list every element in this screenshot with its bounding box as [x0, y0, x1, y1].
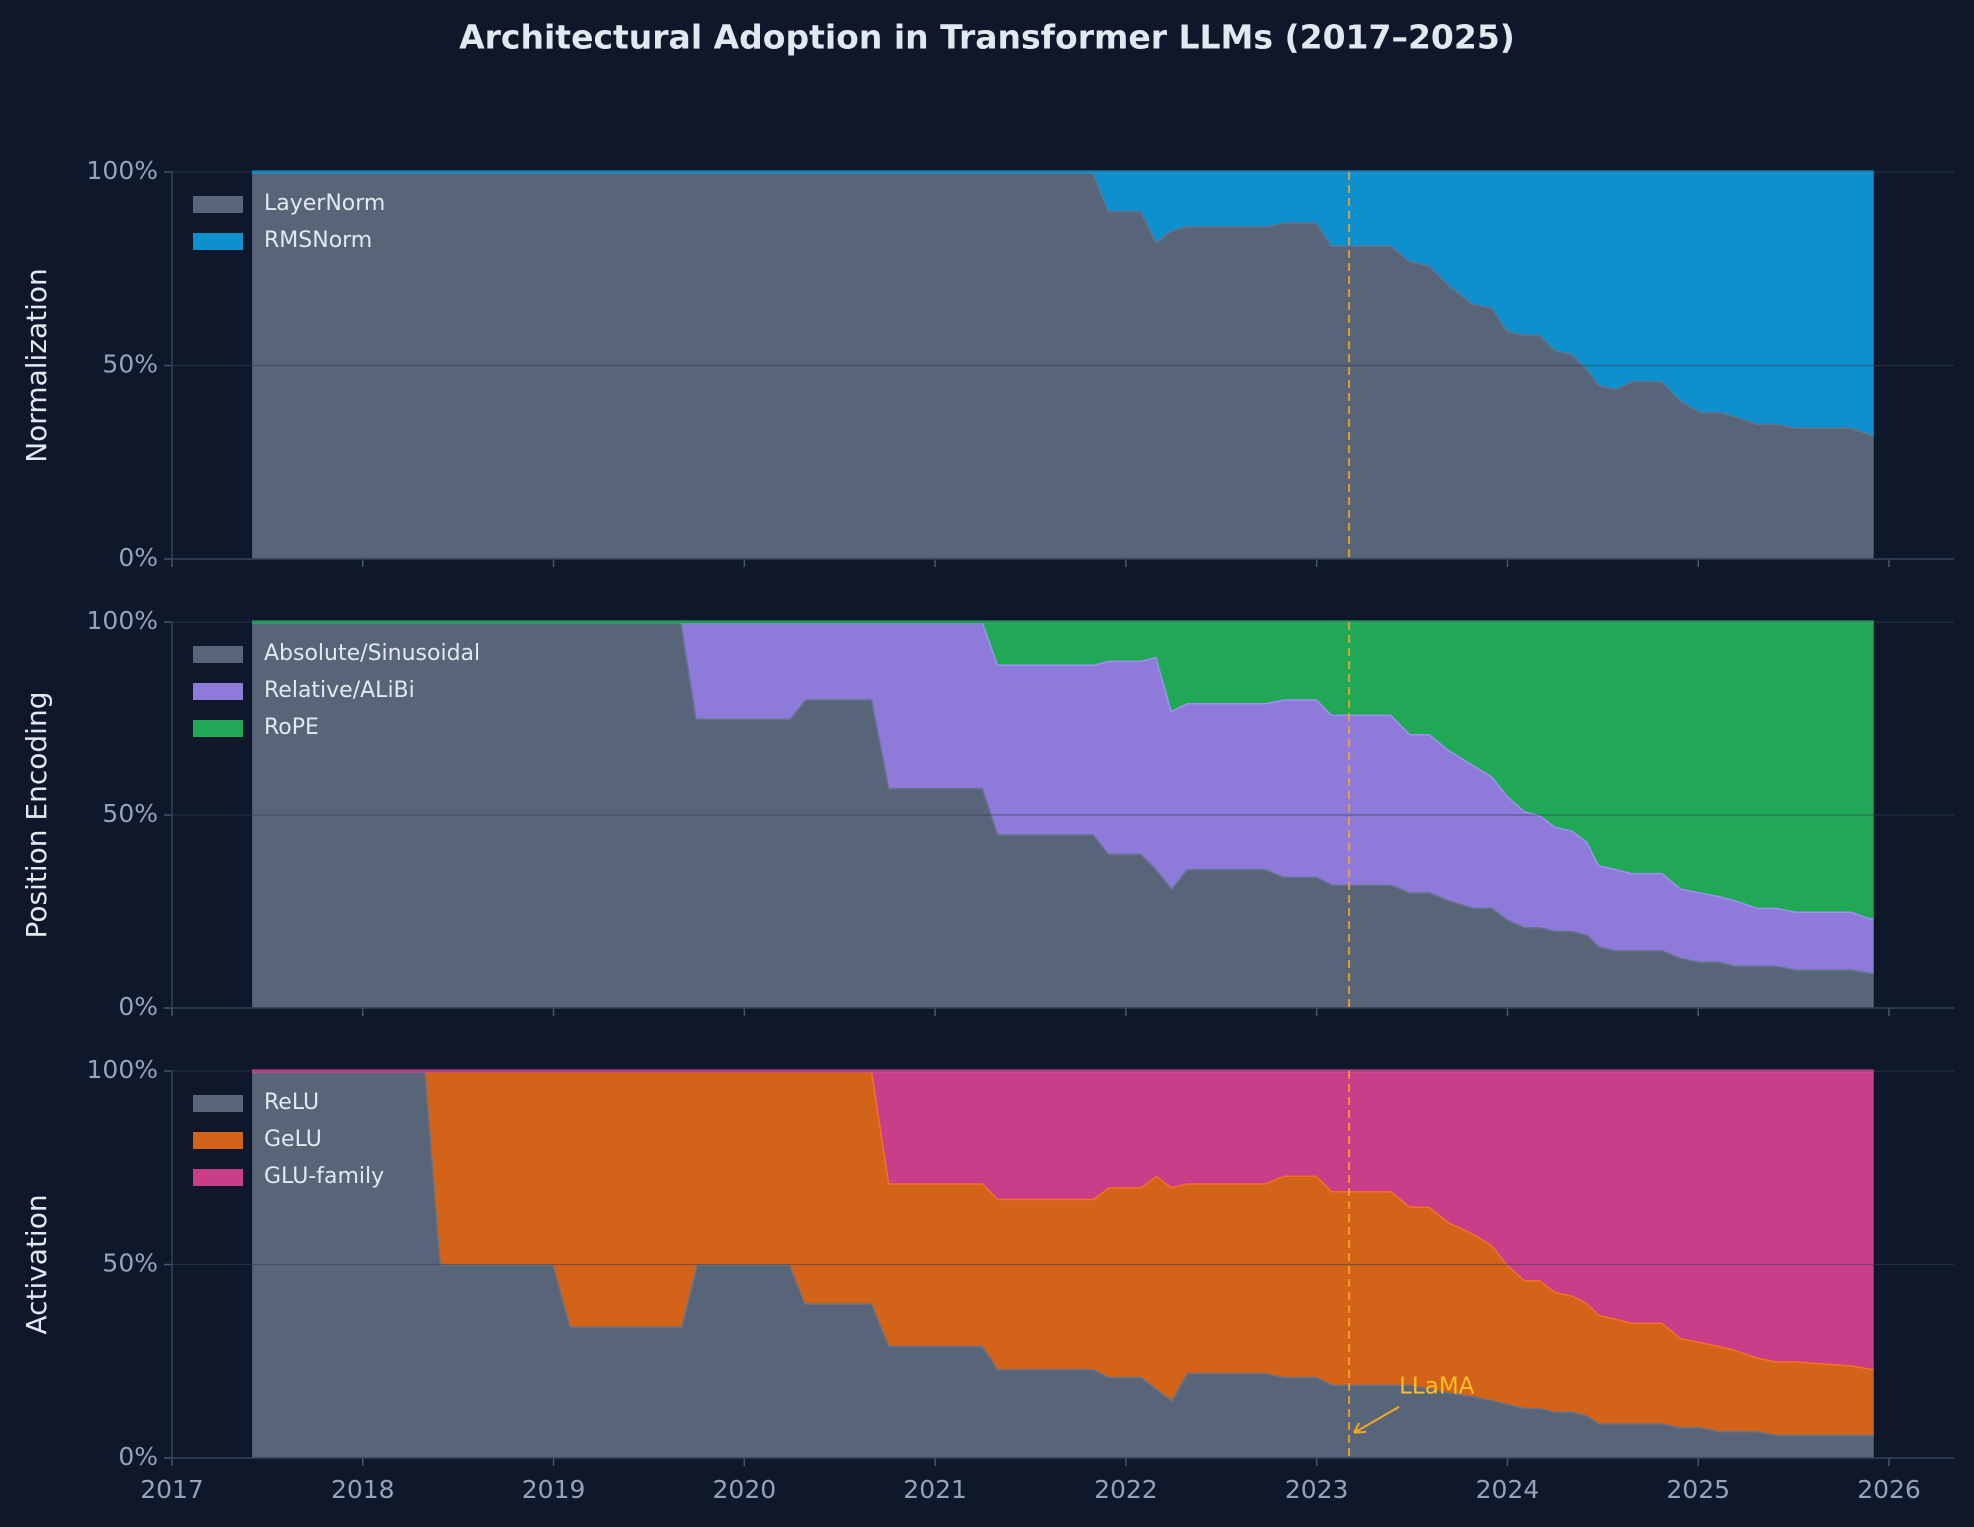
- area: [252, 622, 1874, 920]
- x-tick-label: 2026: [1857, 1475, 1921, 1504]
- x-tick-label: 2020: [713, 1475, 777, 1504]
- chart-title: Architectural Adoption in Transformer LL…: [459, 18, 1515, 57]
- y-axis-label: Activation: [20, 1194, 53, 1334]
- y-tick-label: 0%: [118, 992, 158, 1021]
- legend-label: GeLU: [264, 1127, 322, 1152]
- area: [252, 1071, 1874, 1458]
- x-tick-label: 2024: [1476, 1475, 1540, 1504]
- y-tick-label: 0%: [118, 543, 158, 572]
- annotation-arrow: [1353, 1405, 1400, 1434]
- legend-swatch: [193, 196, 243, 213]
- x-tick-label: 2017: [140, 1475, 204, 1504]
- y-tick-label: 0%: [118, 1442, 158, 1471]
- y-axis-label: Normalization: [20, 268, 53, 463]
- x-tick-label: 2021: [903, 1475, 967, 1504]
- y-axis-label: Position Encoding: [20, 692, 53, 939]
- area: [252, 622, 1874, 1008]
- legend-label: RMSNorm: [264, 228, 372, 253]
- y-tick-label: 50%: [102, 799, 158, 828]
- x-tick-label: 2022: [1094, 1475, 1158, 1504]
- legend-label: GLU-family: [264, 1164, 384, 1189]
- legend-label: Relative/ALiBi: [264, 678, 415, 703]
- y-tick-label: 100%: [87, 156, 158, 185]
- legend-label: RoPE: [264, 715, 319, 740]
- x-tick-label: 2025: [1666, 1475, 1730, 1504]
- y-tick-label: 50%: [102, 1249, 158, 1278]
- annotation: LLaMA: [1399, 1373, 1475, 1399]
- area: [252, 1071, 1874, 1435]
- legend-swatch: [193, 1095, 243, 1112]
- x-tick-label: 2023: [1285, 1475, 1349, 1504]
- y-tick-label: 100%: [87, 1055, 158, 1084]
- legend-swatch: [193, 1169, 243, 1186]
- legend-swatch: [193, 646, 243, 663]
- legend-swatch: [193, 720, 243, 737]
- legend-swatch: [193, 233, 243, 250]
- legend-swatch: [193, 683, 243, 700]
- legend-label: LayerNorm: [264, 191, 385, 216]
- area: [252, 1071, 1874, 1369]
- area: [252, 172, 1874, 436]
- legend-label: ReLU: [264, 1090, 319, 1115]
- legend-swatch: [193, 1132, 243, 1149]
- area: [252, 622, 1874, 974]
- x-tick-label: 2018: [331, 1475, 395, 1504]
- legend-label: Absolute/Sinusoidal: [264, 641, 480, 666]
- y-tick-label: 50%: [102, 350, 158, 379]
- y-tick-label: 100%: [87, 606, 158, 635]
- x-tick-label: 2019: [522, 1475, 586, 1504]
- annotation-arrowhead: [1353, 1422, 1367, 1434]
